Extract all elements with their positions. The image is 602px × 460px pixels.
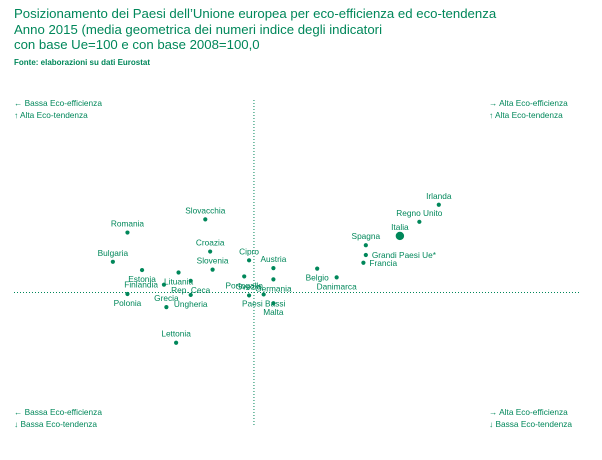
data-point-grecia: [164, 305, 169, 310]
point-label: Polonia: [114, 298, 142, 308]
data-point-regno-unito: [417, 219, 422, 224]
data-point-lituania: [176, 270, 181, 275]
quadrant-top-left-y: ↑ Alta Eco-tendenza: [14, 110, 88, 120]
title-line-3: con base Ue=100 e con base 2008=100,0: [14, 37, 260, 52]
data-point-slovacchia: [203, 217, 208, 222]
quadrant-bottom-left-y: ↓ Bassa Eco-tendenza: [14, 419, 98, 429]
point-label: Bulgaria: [98, 248, 129, 258]
point-label: Romania: [111, 219, 145, 229]
quadrant-label-bottom-right: → Alta Eco-efficienza ↓ Bassa Eco-tenden…: [489, 406, 572, 430]
point-label: Austria: [260, 254, 286, 264]
quadrant-bottom-right-y: ↓ Bassa Eco-tendenza: [489, 419, 573, 429]
point-label: Slovacchia: [185, 205, 226, 215]
quadrant-label-top-left: ← Bassa Eco-efficienza ↑ Alta Eco-tenden…: [14, 97, 102, 121]
point-label: Paesi Bassi: [242, 298, 286, 308]
data-point-austria: [271, 266, 276, 271]
point-label: Danimarca: [317, 281, 358, 291]
data-point-polonia: [125, 291, 130, 297]
point-label: Rep. Ceca: [171, 285, 211, 295]
source-note: Fonte: elaborazioni su dati Eurostat: [14, 58, 151, 67]
point-label: Lituania: [164, 277, 193, 287]
quadrant-bottom-left-x: ← Bassa Eco-efficienza: [14, 407, 102, 417]
data-point-lettonia: [174, 340, 179, 345]
quadrant-top-right-x: → Alta Eco-efficienza: [489, 98, 568, 108]
point-label: Ungheria: [174, 299, 208, 309]
point-label: Lettonia: [161, 329, 191, 339]
title-line-2: Anno 2015 (media geometrica dei numeri i…: [14, 21, 382, 37]
chart-title: Posizionamento dei Paesi dell’Unione eur…: [14, 6, 594, 53]
point-label: Regno Unito: [396, 208, 443, 218]
data-points: Irlanda Regno Unito Italia Spagna Grandi Pae…: [98, 191, 452, 345]
point-label: Estonia: [128, 274, 156, 284]
data-point-grandi-paesi-ue: [363, 252, 368, 258]
data-point-italia: [395, 231, 405, 241]
point-label: Irlanda: [426, 191, 452, 201]
data-point-malta: [271, 301, 276, 306]
quadrant-top-right-y: ↑ Alta Eco-tendenza: [489, 110, 563, 120]
point-label: Belgio: [306, 273, 329, 283]
point-label: Croazia: [196, 238, 225, 248]
point-label: Malta: [263, 307, 284, 317]
data-point-portogallo: [242, 274, 247, 279]
data-point-cipro: [246, 258, 252, 263]
point-label: Germania: [255, 283, 292, 293]
title-line-1: Posizionamento dei Paesi dell’Unione eur…: [14, 6, 497, 21]
data-point-paesi-bassi: [261, 292, 266, 297]
data-point-germania: [271, 277, 276, 282]
point-label: Grandi Paesi Ue*: [372, 250, 437, 260]
point-label: Finlandia: [124, 280, 158, 290]
data-point-slovenia: [210, 267, 215, 272]
data-point-spagna: [363, 243, 368, 248]
point-label: Italia: [391, 222, 409, 232]
data-point-finlandia: [161, 282, 167, 287]
point-label: Francia: [369, 258, 397, 268]
data-point-belgio: [315, 266, 320, 271]
point-label: Portogallo: [226, 280, 264, 290]
point-label: Spagna: [352, 231, 381, 241]
data-point-svezia: [246, 293, 252, 298]
quadrant-top-left-x: ← Bassa Eco-efficienza: [14, 98, 102, 108]
point-label: Cipro: [239, 246, 259, 256]
data-point-irlanda: [436, 202, 441, 207]
data-point-francia: [361, 260, 366, 265]
point-label: Svezia: [237, 281, 262, 291]
point-label: Slovenia: [197, 256, 229, 266]
quadrant-bottom-right-x: → Alta Eco-efficienza: [489, 407, 568, 417]
quadrant-label-top-right: → Alta Eco-efficienza ↑ Alta Eco-tendenz…: [489, 97, 568, 121]
reference-lines: [14, 100, 580, 425]
point-label: Grecia: [154, 293, 179, 303]
data-point-danimarca: [334, 275, 339, 280]
data-point-romania: [125, 230, 130, 235]
data-point-croazia: [208, 249, 213, 254]
data-point-rep-ceca: [188, 278, 193, 283]
data-point-ungheria: [188, 292, 193, 298]
data-point-estonia: [139, 267, 145, 273]
quadrant-label-bottom-left: ← Bassa Eco-efficienza ↓ Bassa Eco-tende…: [14, 406, 102, 430]
data-point-bulgaria: [110, 259, 115, 264]
